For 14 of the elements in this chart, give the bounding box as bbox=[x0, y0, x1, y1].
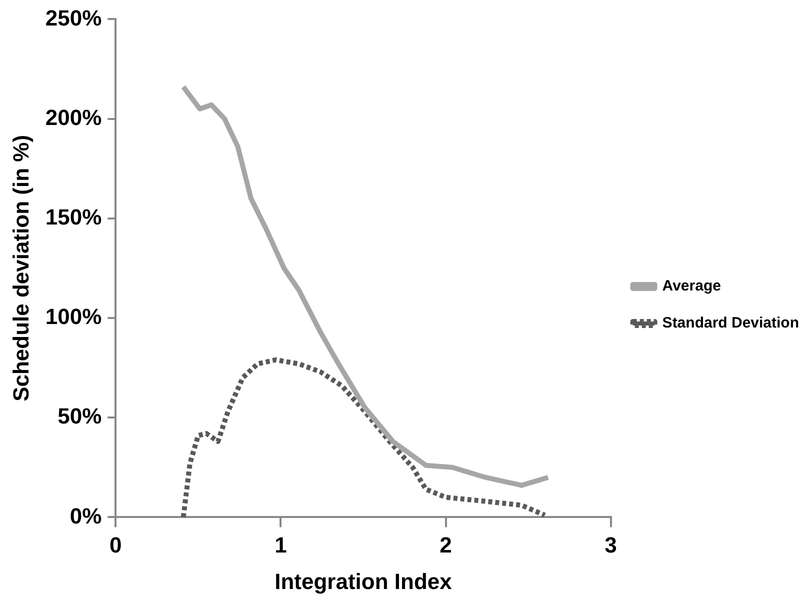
x-axis-title: Integration Index bbox=[274, 568, 453, 594]
legend-label: Standard Deviation bbox=[662, 314, 800, 332]
x-tick-label: 3 bbox=[604, 532, 617, 558]
x-tick-label: 0 bbox=[110, 532, 122, 558]
x-tick-label: 1 bbox=[274, 532, 287, 558]
y-axis-title: Schedule deviation (in %) bbox=[8, 134, 34, 402]
y-tick-label: 150% bbox=[45, 204, 102, 230]
y-tick-label: 100% bbox=[45, 304, 102, 330]
y-tick-label: 200% bbox=[45, 104, 102, 130]
x-tick-label: 2 bbox=[440, 532, 452, 558]
y-tick-label: 250% bbox=[45, 5, 102, 30]
y-tick-label: 50% bbox=[58, 404, 102, 429]
y-tick-label: 0% bbox=[70, 503, 102, 528]
legend-label: Average bbox=[662, 278, 721, 295]
